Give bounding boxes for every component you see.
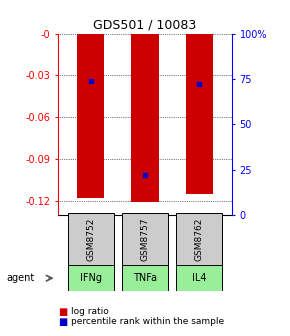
Text: IL4: IL4 <box>192 273 206 283</box>
Text: IFNg: IFNg <box>80 273 101 283</box>
Bar <box>186 34 213 194</box>
Bar <box>68 213 114 265</box>
Bar <box>77 34 104 198</box>
Text: ■: ■ <box>58 307 67 317</box>
Text: ■: ■ <box>58 317 67 327</box>
Bar <box>131 34 159 203</box>
Text: GSM8757: GSM8757 <box>140 218 150 261</box>
Text: agent: agent <box>6 273 35 283</box>
Bar <box>122 213 168 265</box>
Text: GSM8762: GSM8762 <box>195 218 204 261</box>
Bar <box>68 265 114 291</box>
Text: TNFa: TNFa <box>133 273 157 283</box>
Text: GSM8752: GSM8752 <box>86 218 95 261</box>
Text: GDS501 / 10083: GDS501 / 10083 <box>93 18 197 32</box>
Bar <box>122 265 168 291</box>
Text: percentile rank within the sample: percentile rank within the sample <box>71 318 224 326</box>
Bar <box>176 213 222 265</box>
Text: log ratio: log ratio <box>71 307 109 316</box>
Bar <box>176 265 222 291</box>
